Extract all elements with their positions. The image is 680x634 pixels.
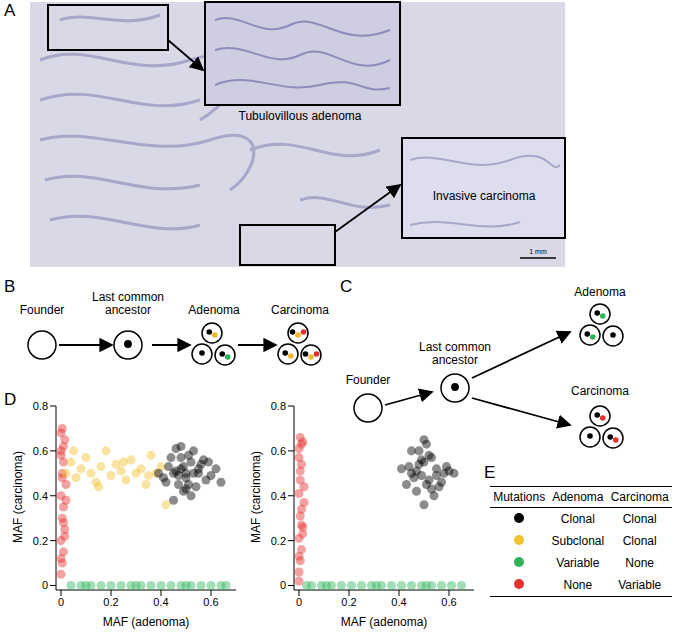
svg-text:0.8: 0.8 [271, 400, 286, 412]
svg-text:0: 0 [296, 596, 302, 608]
svg-text:MAF (carcinoma): MAF (carcinoma) [249, 451, 263, 543]
svg-text:Adenoma: Adenoma [574, 285, 626, 299]
svg-text:Invasive carcinoma: Invasive carcinoma [433, 189, 536, 203]
svg-text:Carcinoma: Carcinoma [571, 384, 629, 398]
html-text:Carcinoma: Carcinoma [610, 490, 669, 504]
html-text:Mutations: Mutations [493, 490, 546, 504]
html-text:Clonal: Clonal [622, 534, 657, 548]
svg-text:0.8: 0.8 [33, 400, 48, 412]
svg-text:D: D [8, 390, 16, 409]
svg-text:C: C [340, 277, 352, 296]
svg-text:0: 0 [280, 579, 286, 591]
html-text:Subclonal: Subclonal [551, 534, 605, 548]
html-text:None: None [563, 578, 593, 592]
svg-text:MAF (adenoma): MAF (adenoma) [103, 615, 190, 629]
svg-text:Founder: Founder [346, 373, 391, 387]
svg-text:Adenoma: Adenoma [188, 303, 240, 317]
html-text:Variable: Variable [556, 556, 600, 570]
svg-text:MAF (adenoma): MAF (adenoma) [341, 615, 428, 629]
svg-text:Last commonancestor: Last commonancestor [92, 290, 164, 317]
svg-text:0.6: 0.6 [33, 445, 48, 457]
svg-text:0.6: 0.6 [203, 596, 218, 608]
html-text:Adenoma: Adenoma [552, 490, 604, 504]
svg-text:A: A [8, 1, 16, 20]
svg-text:0.4: 0.4 [271, 490, 286, 502]
svg-text:Carcinoma: Carcinoma [271, 303, 329, 317]
svg-text:0: 0 [58, 596, 64, 608]
svg-text:Tubulovillous adenoma: Tubulovillous adenoma [239, 109, 362, 123]
html-text:Variable: Variable [618, 578, 662, 592]
html-text:Clonal: Clonal [622, 512, 657, 526]
svg-text:MAF (carcinoma): MAF (carcinoma) [11, 451, 25, 543]
svg-text:0.2: 0.2 [341, 596, 356, 608]
svg-text:0.6: 0.6 [441, 596, 456, 608]
svg-text:0: 0 [42, 579, 48, 591]
html-text:None: None [625, 556, 654, 570]
svg-text:E: E [484, 463, 495, 482]
svg-text:0.2: 0.2 [103, 596, 118, 608]
svg-text:Last commonancestor: Last commonancestor [419, 340, 491, 367]
svg-text:Founder: Founder [20, 303, 65, 317]
svg-text:1 mm: 1 mm [529, 248, 547, 255]
svg-text:0.6: 0.6 [271, 445, 286, 457]
svg-text:0.2: 0.2 [271, 535, 286, 547]
svg-text:B: B [8, 277, 15, 296]
svg-text:0.4: 0.4 [391, 596, 406, 608]
svg-text:0.4: 0.4 [153, 596, 168, 608]
html-text:Clonal: Clonal [560, 512, 595, 526]
svg-text:0.2: 0.2 [33, 535, 48, 547]
svg-text:0.4: 0.4 [33, 490, 48, 502]
